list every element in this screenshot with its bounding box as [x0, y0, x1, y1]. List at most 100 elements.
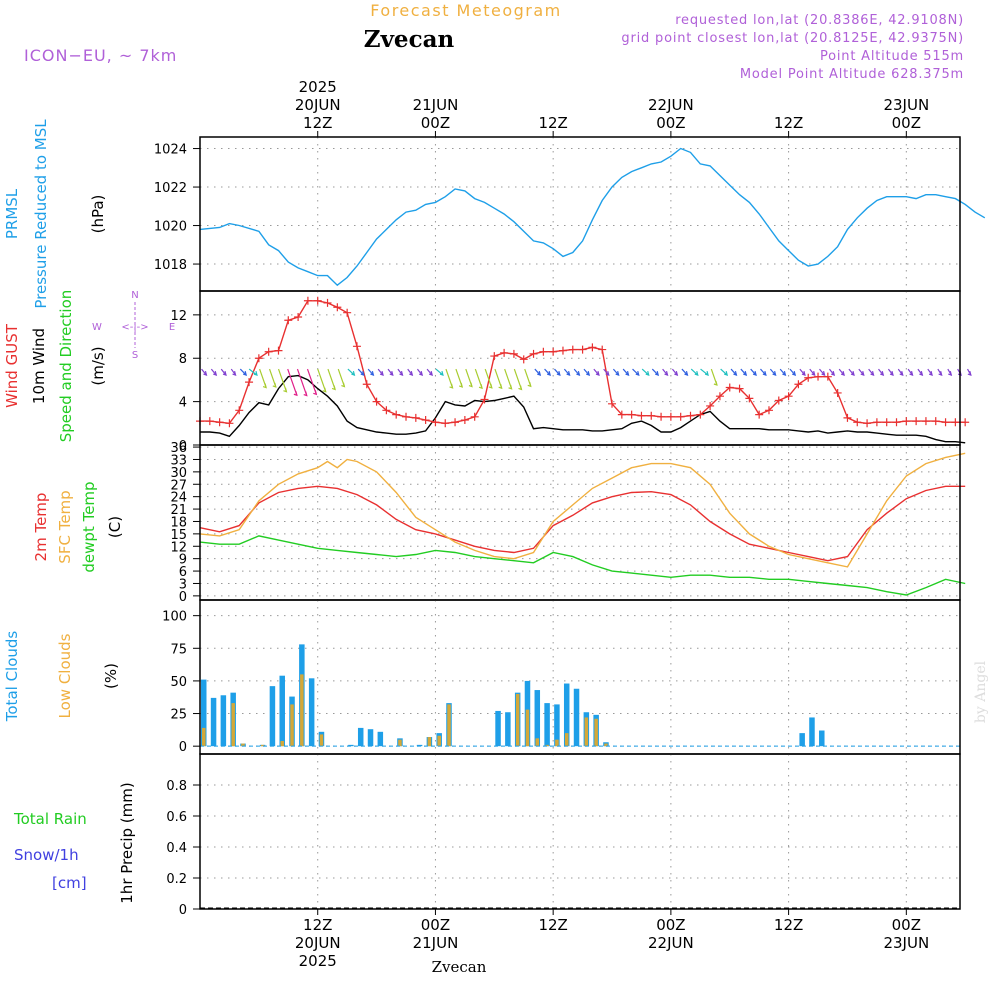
wind-arrow-head — [556, 370, 561, 376]
wind-arrow-head — [684, 370, 689, 376]
wind-arrow-head — [909, 370, 914, 376]
wind-arrow-head — [488, 383, 493, 389]
wind-arrow-head — [478, 384, 483, 390]
wind-arrow-head — [303, 391, 308, 397]
wind-arrow-head — [508, 384, 513, 390]
gust-marker — [853, 418, 862, 427]
wind-direction-arrow — [296, 368, 308, 396]
bar-total-clouds — [367, 729, 374, 747]
y-tick-label: 4 — [179, 396, 187, 411]
wind-arrow-head — [694, 370, 699, 376]
gust-marker — [294, 313, 303, 322]
gust-marker — [460, 416, 469, 425]
wind-arrow-head — [546, 370, 551, 376]
y-tick-label: 0.6 — [166, 810, 187, 825]
y-tick-label: 9 — [179, 553, 187, 568]
wind-arrow-head — [625, 370, 630, 376]
y-tick-label: 0.2 — [166, 872, 187, 887]
y-tick-label: 8 — [179, 352, 187, 367]
gust-marker — [598, 345, 607, 354]
wind-direction-arrow — [357, 368, 365, 376]
wind-arrow-head — [272, 382, 277, 388]
time-label-hour: 00Z — [421, 114, 450, 132]
wind-direction-arrow — [583, 368, 590, 376]
axis-label: 2m Temp — [32, 493, 50, 562]
wind-arrow-head — [724, 370, 729, 376]
wind-arrow-head — [498, 384, 503, 390]
bar-total-clouds — [348, 744, 354, 747]
panels-layer: 1018 1020 1022 1024 PRMSL Pressure Reduced to… — [3, 78, 986, 970]
wind-direction-arrow — [730, 368, 737, 376]
gust-marker — [588, 343, 597, 352]
gust-marker — [343, 308, 352, 317]
wind-direction-arrow — [681, 368, 688, 376]
bar-low-clouds — [241, 743, 245, 747]
wind-arrow-head — [242, 370, 248, 376]
time-label-date: 23JUN — [883, 96, 929, 114]
wind-arrow-head — [351, 370, 356, 376]
wind-direction-arrow — [563, 368, 571, 376]
wind-arrow-head — [537, 370, 542, 376]
gust-marker — [509, 349, 518, 358]
y-tick-label: 3 — [179, 577, 187, 592]
wind-direction-arrow — [641, 368, 650, 376]
y-tick-label: 1020 — [154, 220, 187, 235]
gust-marker — [490, 352, 499, 361]
y-tick-label: 33 — [170, 453, 187, 468]
axis-label: Wind GUST — [3, 323, 21, 408]
time-label-hour: 00Z — [892, 114, 921, 132]
wind-arrow-head — [752, 370, 757, 376]
wind-arrow-head — [203, 370, 208, 376]
wind-arrow-head — [566, 370, 571, 376]
time-label-year: 2025 — [299, 78, 337, 96]
wind-direction-arrow — [779, 368, 786, 376]
gust-marker — [755, 410, 764, 419]
bar-low-clouds — [398, 739, 402, 747]
wind-direction-arrow — [750, 368, 757, 376]
y-tick-label: 27 — [170, 478, 187, 493]
gust-marker — [205, 417, 214, 426]
wind-arrow-head — [586, 370, 591, 376]
y-tick-label: 36 — [170, 441, 187, 456]
bar-total-clouds — [495, 710, 501, 747]
wind-arrow-head — [801, 370, 806, 376]
y-tick-label: 18 — [170, 515, 187, 530]
time-label-hour: 12Z — [538, 114, 567, 132]
axis-label: Speed and Direction — [57, 290, 75, 443]
gust-marker — [549, 347, 558, 356]
gust-marker — [519, 355, 528, 364]
model-label: ICON−EU, ~ 7km — [24, 46, 177, 65]
gust-marker — [735, 384, 744, 393]
time-label-date: 21JUN — [413, 934, 459, 952]
meta-line-3: Point Altitude 515m — [820, 49, 964, 64]
gust-marker — [745, 394, 754, 403]
bar-total-clouds — [809, 717, 815, 747]
time-label-hour: 12Z — [303, 114, 332, 132]
wind-direction-arrow — [239, 368, 247, 376]
wind-arrow-head — [322, 387, 327, 393]
time-label-date: 20JUN — [295, 934, 341, 952]
y-tick-label: 50 — [170, 675, 187, 690]
axis-label: (hPa) — [89, 195, 107, 234]
bar-total-clouds — [210, 697, 217, 747]
gust-marker — [794, 380, 803, 389]
bar-low-clouds — [300, 674, 304, 747]
gust-marker — [215, 418, 224, 427]
gust-marker — [608, 399, 617, 408]
gust-marker — [500, 348, 509, 357]
panel-precip: 0 0.2 0.4 0.6 0.8 Total Rain Snow/1h [cm] 1hr Pr… — [13, 753, 961, 918]
wind-arrow-head — [399, 370, 404, 376]
y-tick-label: 0 — [179, 590, 187, 605]
wind-arrow-head — [860, 370, 865, 376]
wind-arrow-head — [313, 390, 318, 396]
wind-arrow-head — [428, 370, 434, 376]
gust-marker — [774, 396, 783, 405]
y-tick-label: 1024 — [154, 143, 187, 158]
bar-total-clouds — [819, 730, 825, 747]
wind-arrow-head — [449, 383, 454, 389]
gust-marker — [245, 378, 254, 387]
gust-marker — [912, 417, 921, 426]
gust-marker — [303, 296, 312, 305]
